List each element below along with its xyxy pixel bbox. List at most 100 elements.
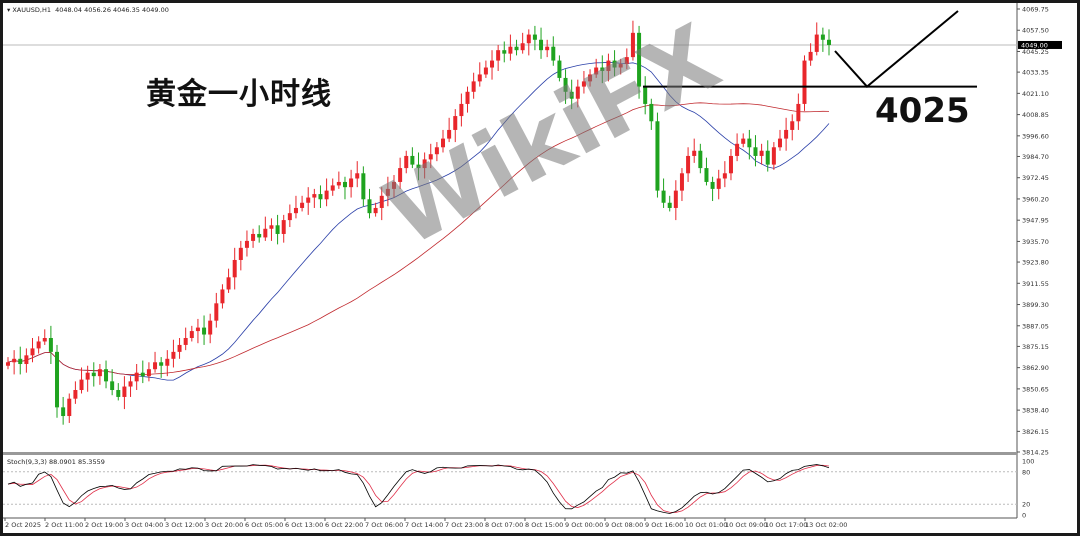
x-tick-label: 8 Oct 15:00 bbox=[525, 521, 563, 529]
annotation-level-label: 4025 bbox=[875, 91, 970, 131]
candle-body bbox=[306, 197, 311, 203]
candle-body bbox=[490, 60, 495, 68]
candle-body bbox=[796, 103, 801, 122]
x-tick-label: 7 Oct 23:00 bbox=[445, 521, 483, 529]
stoch-level-label: 20 bbox=[1022, 501, 1030, 509]
candle-body bbox=[606, 60, 611, 71]
candle-body bbox=[342, 181, 347, 188]
candle-body bbox=[520, 43, 525, 51]
annotation-title: 黄金一小时线 bbox=[146, 77, 332, 112]
y-tick-label: 3899.30 bbox=[1022, 301, 1049, 309]
candle-body bbox=[643, 86, 648, 104]
candle-body bbox=[612, 60, 617, 68]
candle-body bbox=[404, 155, 409, 169]
y-tick-label: 3947.95 bbox=[1022, 217, 1049, 225]
y-tick-label: 4069.75 bbox=[1022, 6, 1049, 14]
candle-body bbox=[159, 362, 164, 366]
candle-body bbox=[704, 168, 709, 182]
candle-body bbox=[496, 50, 501, 61]
candle-body bbox=[232, 259, 237, 278]
x-tick-label: 10 Oct 01:00 bbox=[685, 521, 727, 529]
candle-body bbox=[263, 228, 268, 238]
x-tick-label: 6 Oct 05:00 bbox=[245, 521, 283, 529]
candle-body bbox=[753, 147, 758, 156]
candle-body bbox=[477, 74, 482, 82]
candle-body bbox=[588, 74, 593, 82]
y-tick-label: 3984.70 bbox=[1022, 153, 1049, 161]
candle-body bbox=[361, 173, 366, 200]
x-tick-label: 3 Oct 12:00 bbox=[165, 521, 203, 529]
candle-body bbox=[453, 116, 458, 130]
candle-body bbox=[459, 103, 464, 117]
y-tick-label: 3996.60 bbox=[1022, 132, 1049, 140]
y-tick-label: 3838.40 bbox=[1022, 407, 1049, 415]
x-tick-label: 9 Oct 00:00 bbox=[565, 521, 603, 529]
x-tick-label: 10 Oct 17:00 bbox=[765, 521, 807, 529]
chart-header: ▾ XAUUSD,H1 4048.04 4056.26 4046.35 4049… bbox=[7, 6, 169, 14]
candle-body bbox=[539, 39, 544, 51]
candle-body bbox=[759, 150, 764, 156]
candle-body bbox=[287, 213, 292, 221]
candle-body bbox=[735, 143, 740, 156]
candle-body bbox=[244, 240, 249, 248]
candle-body bbox=[741, 138, 746, 144]
candle-body bbox=[91, 372, 96, 377]
y-tick-label: 4021.10 bbox=[1022, 90, 1049, 98]
ma-slow-line bbox=[7, 102, 830, 375]
candle-body bbox=[165, 358, 170, 366]
candle-body bbox=[508, 46, 513, 54]
y-tick-label: 4045.25 bbox=[1022, 48, 1049, 56]
candle-body bbox=[630, 32, 635, 58]
current-price-badge bbox=[1018, 40, 1062, 49]
candle-body bbox=[177, 344, 182, 352]
candle-body bbox=[97, 369, 102, 377]
candle-body bbox=[79, 379, 84, 391]
candle-body bbox=[637, 32, 642, 87]
candle-body bbox=[471, 81, 476, 92]
candle-body bbox=[514, 46, 519, 51]
x-tick-label: 2 Oct 19:00 bbox=[85, 521, 123, 529]
y-tick-label: 3826.15 bbox=[1022, 428, 1049, 436]
candle-body bbox=[116, 390, 121, 397]
candle-body bbox=[667, 202, 672, 208]
candle-body bbox=[710, 181, 715, 189]
x-tick-label: 7 Oct 14:00 bbox=[405, 521, 443, 529]
candle-body bbox=[716, 178, 721, 189]
candle-body bbox=[318, 194, 323, 200]
candle-body bbox=[36, 341, 41, 349]
candle-body bbox=[649, 103, 654, 122]
candle-body bbox=[692, 150, 697, 156]
candle-body bbox=[24, 355, 29, 365]
candle-body bbox=[422, 159, 427, 169]
candle-body bbox=[600, 67, 605, 71]
candle-body bbox=[18, 358, 23, 365]
candle-body bbox=[661, 190, 666, 203]
candle-body bbox=[545, 46, 550, 51]
candle-body bbox=[330, 185, 335, 191]
candle-body bbox=[526, 34, 531, 44]
y-tick-label: 4033.35 bbox=[1022, 69, 1049, 77]
candle-body bbox=[146, 369, 151, 377]
candle-body bbox=[618, 64, 623, 68]
candle-body bbox=[73, 390, 78, 399]
candle-body bbox=[42, 337, 47, 342]
y-tick-label: 3923.80 bbox=[1022, 259, 1049, 267]
ma-fast-line bbox=[7, 61, 830, 381]
candle-body bbox=[122, 386, 127, 397]
y-tick-label: 3862.90 bbox=[1022, 364, 1049, 372]
candle-body bbox=[765, 150, 770, 165]
candle-body bbox=[373, 207, 378, 214]
candle-body bbox=[220, 289, 225, 304]
candle-body bbox=[679, 173, 684, 191]
candle-body bbox=[594, 67, 599, 75]
candle-body bbox=[349, 178, 354, 188]
candle-body bbox=[153, 362, 158, 370]
x-tick-label: 8 Oct 07:00 bbox=[485, 521, 523, 529]
candle-body bbox=[575, 86, 580, 99]
stoch-level-label: 0 bbox=[1022, 512, 1026, 520]
candle-body bbox=[581, 81, 586, 87]
candle-body bbox=[171, 351, 176, 359]
x-tick-label: 10 Oct 09:00 bbox=[725, 521, 767, 529]
price-chart[interactable]: 4069.75 4057.50 4045.25 4033.35 4021.10 4008.… bbox=[3, 3, 1077, 533]
projection-arrow-path bbox=[834, 10, 959, 88]
